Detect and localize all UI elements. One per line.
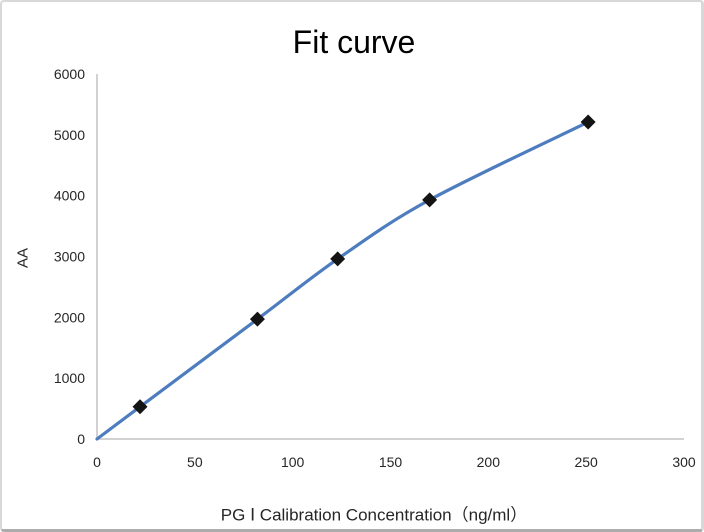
data-point-marker	[132, 399, 148, 415]
x-tick-label: 0	[93, 454, 101, 470]
y-tick-label: 3000	[54, 249, 85, 265]
x-tick-label: 300	[672, 454, 696, 470]
data-point-marker	[249, 311, 265, 327]
x-tick-label: 100	[281, 454, 305, 470]
y-tick-label: 2000	[54, 309, 85, 325]
y-tick-label: 1000	[54, 370, 85, 386]
data-point-marker	[580, 114, 596, 130]
x-tick-label: 200	[477, 454, 501, 470]
x-tick-label: 250	[574, 454, 598, 470]
fit-curve-line	[95, 120, 590, 441]
data-point-marker	[422, 192, 438, 208]
data-point-marker	[330, 251, 346, 267]
chart-title: Fit curve	[292, 24, 416, 60]
y-tick-label: 5000	[54, 127, 85, 143]
y-tick-label: 6000	[54, 66, 85, 82]
x-tick-label: 150	[379, 454, 403, 470]
y-tick-label: 4000	[54, 188, 85, 204]
x-tick-label: 50	[187, 454, 203, 470]
y-tick-label: 0	[77, 431, 85, 447]
x-axis-title: PG Ⅰ Calibration Concentration（ng/ml）	[220, 505, 528, 525]
